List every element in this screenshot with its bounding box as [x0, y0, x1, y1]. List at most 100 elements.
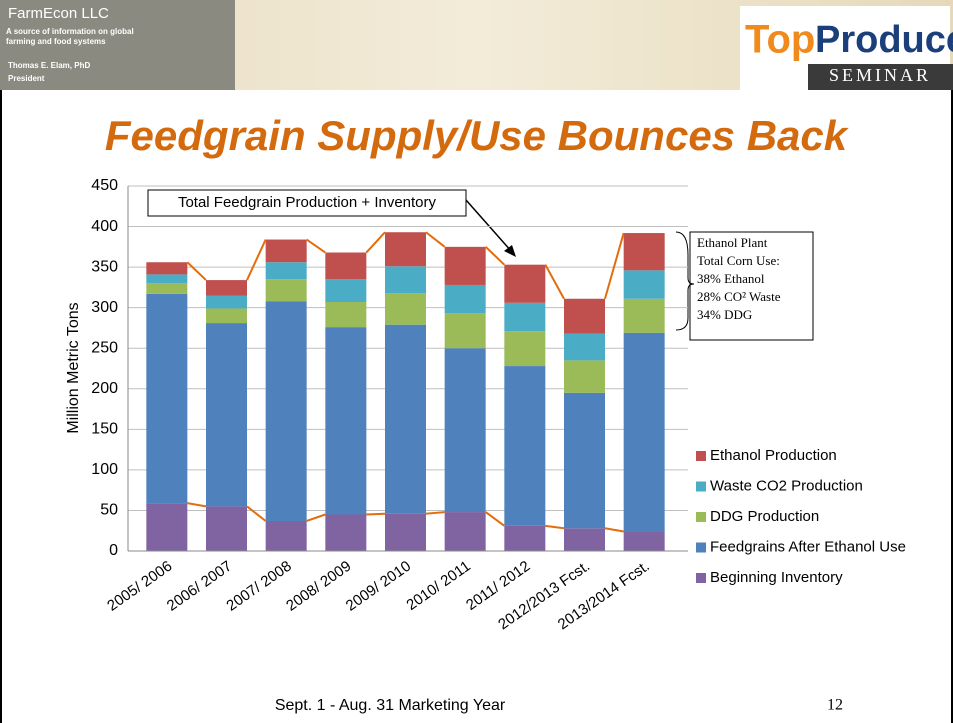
legend-label: Feedgrains After Ethanol Use	[710, 538, 906, 555]
y-tick-label: 0	[109, 542, 118, 559]
bar-segment	[385, 293, 426, 325]
legend-label: DDG Production	[710, 508, 819, 525]
y-tick-label: 400	[91, 218, 118, 235]
logo-producer: Producer	[815, 19, 953, 61]
bar-segment	[504, 302, 546, 332]
total-connector	[544, 264, 565, 300]
bar-segment	[146, 503, 188, 551]
bar-segment	[206, 280, 247, 296]
y-tick-label: 350	[91, 258, 118, 275]
note-line: 28% CO² Waste	[697, 289, 781, 304]
bar-segment	[325, 514, 367, 551]
logo-seminar: SEMINAR	[829, 65, 931, 85]
inventory-connector	[246, 505, 267, 522]
bar-segment	[265, 262, 307, 280]
y-tick-label: 450	[91, 177, 118, 194]
bar-segment	[564, 360, 605, 393]
note-line: Total Corn Use:	[697, 253, 780, 268]
total-connector	[484, 246, 506, 266]
company: FarmEcon LLC	[8, 5, 109, 22]
bar-segment	[623, 298, 665, 333]
y-tick-label: 150	[91, 421, 118, 438]
bar-segment	[265, 301, 307, 521]
bar-segment	[385, 266, 426, 294]
logo-top: Top	[745, 18, 815, 62]
legend-label: Beginning Inventory	[710, 569, 843, 586]
bar-segment	[265, 239, 307, 263]
legend-swatch	[696, 481, 706, 492]
bar-segment	[444, 246, 486, 285]
total-connector	[365, 231, 386, 254]
bar-segment	[564, 392, 605, 529]
bar-segment	[623, 270, 665, 299]
bar-segment	[504, 264, 546, 303]
y-tick-label: 50	[100, 502, 118, 519]
inventory-connector	[187, 502, 207, 508]
arrow-head	[504, 245, 516, 257]
brace	[675, 231, 695, 331]
note-line: Ethanol Plant	[697, 235, 768, 250]
bar-segment	[325, 252, 367, 280]
bar-segment	[206, 295, 247, 309]
bar-segment	[444, 284, 486, 314]
legend-swatch	[696, 573, 706, 583]
bar-segment	[564, 528, 605, 551]
bar-segment	[325, 301, 367, 328]
bar-segment	[385, 232, 426, 267]
bar-segment	[444, 512, 486, 551]
y-tick-label: 300	[91, 299, 118, 316]
legend-swatch	[696, 542, 706, 553]
bar-segment	[206, 506, 247, 551]
total-connector	[604, 232, 625, 300]
bar-segment	[206, 308, 247, 324]
bar-segment	[385, 513, 426, 551]
note-box	[689, 231, 814, 341]
header-left	[0, 0, 235, 90]
bar-segment	[444, 348, 486, 513]
legend-label: Waste CO2 Production	[710, 477, 863, 494]
annotation-arrow	[465, 199, 513, 253]
bar-segment	[265, 279, 307, 302]
legend-swatch	[696, 451, 706, 461]
bar-segment	[146, 274, 188, 284]
logo-bar	[808, 64, 953, 90]
bar-segment	[146, 293, 188, 504]
annotation: Total Feedgrain Production + Inventory	[178, 194, 437, 211]
bar-segment	[385, 324, 426, 514]
note-line: 38% Ethanol	[697, 271, 765, 286]
total-connector	[246, 239, 267, 281]
total-connector	[186, 261, 207, 281]
bar-segment	[325, 279, 367, 302]
bar-segment	[265, 520, 307, 551]
bar-segment	[623, 332, 665, 532]
role: President	[8, 74, 45, 83]
y-tick-label: 250	[91, 339, 118, 356]
bar-segment	[564, 333, 605, 361]
total-connector	[306, 238, 326, 254]
tagline: A source of information on global farmin…	[6, 27, 134, 46]
bar-segment	[623, 233, 665, 271]
inventory-connector	[604, 527, 624, 533]
annotation-box	[147, 189, 467, 217]
inventory-connector	[485, 511, 505, 527]
bar-segment	[146, 283, 188, 294]
bar-segment	[206, 323, 247, 507]
person: Thomas E. Elam, PhD	[8, 61, 90, 70]
bar-segment	[504, 366, 546, 526]
total-connector	[425, 231, 446, 248]
slide-title: Feedgrain Supply/Use Bounces Back	[105, 112, 850, 159]
inventory-connector	[366, 512, 386, 516]
bar-segment	[146, 262, 188, 275]
tagline-box: A source of information on global farmin…	[6, 27, 134, 46]
legend-label: Ethanol Production	[710, 447, 837, 464]
legend-swatch	[696, 512, 706, 522]
bar-segment	[444, 313, 486, 349]
bar-segment	[564, 298, 605, 334]
bar-segment	[325, 327, 367, 515]
page-number: 12	[827, 697, 843, 714]
bar-segment	[623, 531, 665, 551]
y-tick-label: 100	[91, 461, 118, 478]
y-tick-label: 200	[91, 380, 118, 397]
inventory-connector	[306, 513, 326, 522]
